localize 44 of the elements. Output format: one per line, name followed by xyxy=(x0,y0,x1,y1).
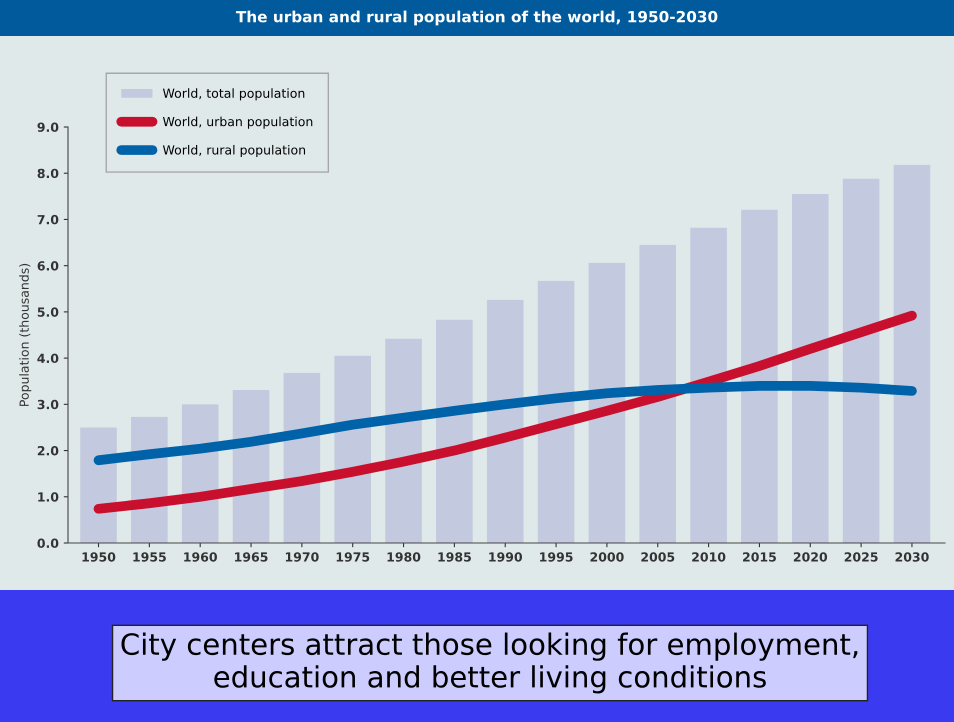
x-tick-label: 1960 xyxy=(184,552,217,562)
bar xyxy=(486,300,524,543)
bar xyxy=(385,338,422,543)
x-tick-label: 1980 xyxy=(388,552,420,562)
x-tick-label: 2025 xyxy=(844,552,878,562)
bar xyxy=(436,320,473,543)
y-tick-label: 0.0 xyxy=(37,538,58,548)
bar xyxy=(741,210,778,543)
x-tick-label: 2005 xyxy=(641,552,674,562)
y-tick-label: 3.0 xyxy=(38,400,58,410)
y-tick-label: 1.0 xyxy=(38,492,58,502)
x-tick-label: 1975 xyxy=(336,552,370,562)
y-tick-label: 6.0 xyxy=(38,261,58,271)
x-tick-label: 1965 xyxy=(235,552,268,562)
bar xyxy=(588,262,626,543)
x-tick-label: 2030 xyxy=(896,552,929,562)
y-tick-label: 2.0 xyxy=(38,446,58,456)
x-tick-label: 2000 xyxy=(590,552,624,562)
bar xyxy=(690,228,727,543)
x-tick-label: 1995 xyxy=(540,552,573,562)
y-tick-label: 8.0 xyxy=(38,168,58,178)
y-tick-label: 9.0 xyxy=(37,122,58,132)
bar xyxy=(894,164,930,543)
legend-label: World, total population xyxy=(162,88,304,100)
y-tick-label: 7.0 xyxy=(38,214,58,224)
x-tick-label: 1950 xyxy=(82,552,116,562)
x-tick-label: 1985 xyxy=(438,552,471,562)
chart-title: The urban and rural population of the world, 1950-2030 xyxy=(236,10,718,26)
text: City centers attract those looking for employment, education and better living conditions xyxy=(121,632,858,694)
x-tick-label: 1970 xyxy=(286,552,319,562)
x-tick-label: 2010 xyxy=(692,552,726,562)
bar xyxy=(538,280,574,543)
y-axis-title: Population (thousands) xyxy=(19,264,32,406)
x-tick-label: 1955 xyxy=(133,552,166,562)
y-tick-label: 5.0 xyxy=(38,307,58,317)
bar xyxy=(792,194,829,543)
x-tick-label: 2015 xyxy=(743,552,776,562)
x-tick-label: 2020 xyxy=(794,552,828,562)
x-tick-label: 1990 xyxy=(489,552,522,562)
bar xyxy=(639,244,676,543)
y-tick-label: 4.0 xyxy=(37,354,58,364)
legend-label: World, urban population xyxy=(162,116,312,129)
bar xyxy=(842,178,880,543)
legend-label: World, rural population xyxy=(162,144,306,158)
